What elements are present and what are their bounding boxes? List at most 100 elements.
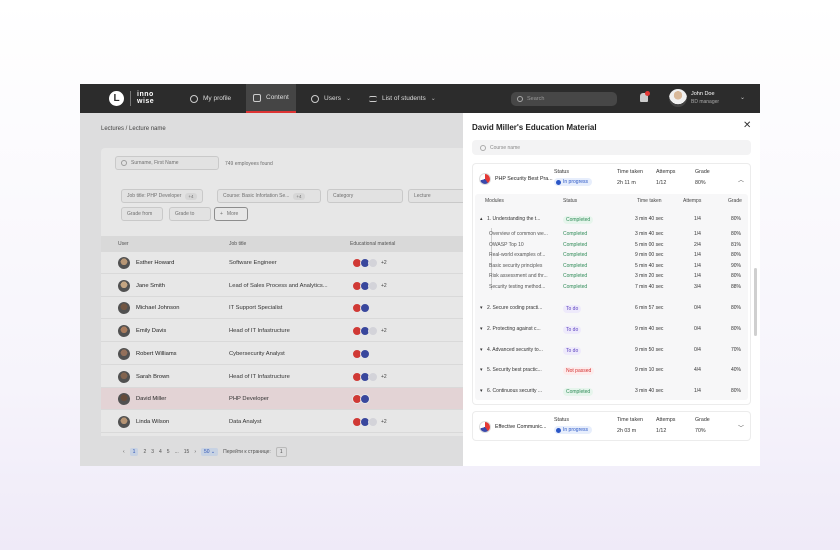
job-title-cell: Head of IT Infastructure [229, 328, 290, 335]
chevron-down-icon[interactable]: ▾ [480, 387, 483, 394]
lesson-row[interactable]: Real-world examples of... Completed 9 min … [475, 252, 748, 262]
chevron-down-icon[interactable]: ▾ [480, 305, 483, 311]
material-icons[interactable] [352, 394, 373, 405]
avatar[interactable] [669, 89, 687, 107]
chevron-down-icon[interactable]: ⌄ [740, 95, 746, 101]
goto-page-input[interactable]: 1 [275, 447, 287, 457]
lesson-row[interactable]: Risk assessment and thr... Completed 3 min… [475, 273, 748, 283]
table-row[interactable]: Jane Smith Lead of Sales Process and Anal… [101, 275, 571, 297]
page-1[interactable]: 1 [129, 448, 139, 456]
global-search-input[interactable]: Search [511, 92, 617, 106]
progress-dot-icon [556, 179, 561, 185]
nav-list-of-students[interactable]: List of students ⌄ [369, 84, 436, 113]
grade-to-input[interactable]: Grade to [169, 207, 211, 221]
course-search-input[interactable]: Course name [472, 140, 751, 155]
module-row[interactable]: ▾ 2. Secure coding practi... To do 6 min 57… [475, 305, 748, 315]
page-5[interactable]: 5 [166, 449, 170, 455]
material-icons[interactable]: +2 [352, 258, 387, 268]
module-row[interactable]: ▾ 6. Continuous security ... Completed 3 mi… [475, 387, 748, 398]
user-search-input[interactable]: Surname, First Name [115, 156, 219, 170]
top-navigation: L inno wise My profile Content Users ⌄ L… [80, 84, 760, 113]
material-icons[interactable] [352, 303, 373, 314]
grade-label: Grade [695, 417, 710, 423]
module-name: 2. Protecting against c... [487, 326, 541, 332]
grade-from-input[interactable]: Grade from [121, 207, 163, 221]
module-attempts: 0/4 [694, 305, 701, 311]
module-row[interactable]: ▾ 2. Protecting against c... To do 9 min 40… [475, 326, 748, 336]
material-icons[interactable]: +2 [352, 280, 387, 291]
material-icons[interactable] [352, 348, 373, 359]
category-filter[interactable]: Category [327, 189, 403, 203]
page-15[interactable]: 15 [183, 449, 190, 455]
bell-icon[interactable] [640, 93, 648, 102]
chevron-down-icon[interactable]: ▾ [480, 367, 483, 373]
lesson-row[interactable]: Basic security principles Completed 5 min … [475, 263, 748, 273]
modal-overlay[interactable] [80, 113, 463, 466]
user-name-cell: Linda Wilson [136, 418, 170, 425]
page-4[interactable]: 4 [159, 449, 162, 455]
course-name: Effective Communic... [495, 424, 547, 430]
close-icon[interactable]: ✕ [743, 120, 752, 131]
course-header[interactable]: PHP Security Best Pra... Status In progr… [473, 164, 750, 194]
chevron-down-icon[interactable]: ▾ [480, 346, 483, 353]
logo-divider [130, 91, 131, 106]
table-row[interactable]: Robert Williams Cybersecurity Analyst [101, 343, 571, 365]
table-row[interactable]: Michael Johnson IT Support Specialist [101, 297, 571, 320]
goto-page-label: Перейти к странице: [223, 449, 271, 455]
header-job-title: Job title [229, 241, 247, 247]
per-page-select[interactable]: 50 ⌄ [200, 448, 219, 456]
module-row[interactable]: ▾ 4. Advanced security to... To do 9 min 50… [475, 346, 748, 357]
chevron-up-icon[interactable]: ▴ [480, 216, 483, 222]
page-3[interactable]: 3 [151, 449, 155, 455]
material-extra-count: +2 [381, 282, 387, 289]
module-time: 3 min 40 sec [635, 231, 664, 237]
table-row[interactable]: Emily Davis Head of IT Infastructure +2 [101, 320, 571, 343]
job-title-filter[interactable]: Job title: PHP Developer +4 [121, 189, 203, 203]
page-ellipsis: ... [174, 449, 179, 455]
module-grade: 80% [731, 231, 742, 237]
nav-content[interactable]: Content [246, 84, 296, 113]
module-time: 3 min 40 sec [635, 216, 664, 222]
course-filter[interactable]: Course: Basic Infortation Se... +4 [217, 189, 321, 203]
breadcrumb: Lectures / Lecture name [101, 126, 166, 132]
lesson-row[interactable]: Security testing method... Completed 7 min… [475, 284, 748, 294]
course-header[interactable]: Effective Communic... Status In progress… [473, 412, 750, 442]
nav-users[interactable]: Users ⌄ [311, 84, 351, 113]
table-row[interactable]: Sarah Brown Head of IT Infastructure +2 [101, 366, 571, 388]
lesson-row[interactable]: Overview of common we... Completed 3 min 4… [475, 231, 748, 241]
table-row[interactable]: Esther Howard Software Engineer +2 [101, 252, 571, 274]
lesson-row[interactable]: OWASP Top 10 Completed 5 min 00 sec 2/4 81% [475, 242, 748, 252]
prev-page-icon[interactable]: ‹ [123, 449, 125, 455]
course-icon [360, 348, 370, 359]
modules-table: Modules Status Time taken Attemps Grade … [475, 194, 748, 400]
module-grade: 80% [731, 216, 742, 222]
module-row[interactable]: ▴ 1. Understanding the t... Completed 3 min… [475, 216, 748, 226]
job-title-filter-label: Job title: PHP Developer [127, 193, 182, 199]
table-row[interactable]: Linda Wilson Data Analyst +2 [101, 411, 571, 433]
module-name: 4. Advanced security to... [487, 346, 543, 353]
course-card[interactable]: Effective Communic... Status In progress… [472, 411, 751, 441]
material-icons[interactable]: +2 [352, 371, 387, 382]
module-time: 6 min 57 sec [635, 305, 664, 311]
table-row[interactable]: David Miller PHP Developer [101, 388, 571, 411]
user-name-cell: Michael Johnson [136, 305, 180, 312]
nav-my-profile[interactable]: My profile [190, 84, 231, 113]
chevron-up-icon[interactable]: ︿ [738, 178, 745, 184]
attempts-value: 1/12 [656, 180, 667, 186]
module-name: Security testing method... [489, 283, 546, 290]
scrollbar[interactable] [754, 268, 757, 336]
user-role: BD manager [691, 99, 720, 105]
more-filters-button[interactable]: + More [214, 207, 248, 221]
chevron-down-icon[interactable]: ▾ [480, 326, 483, 332]
course-icon [368, 258, 378, 268]
page-2[interactable]: 2 [143, 449, 147, 455]
nav-my-profile-label: My profile [203, 95, 232, 102]
module-row[interactable]: ▾ 5. Security best practic... Not passed 9 … [475, 367, 748, 377]
material-icons[interactable]: +2 [352, 326, 387, 337]
material-icons[interactable]: +2 [352, 416, 387, 427]
list-icon [369, 95, 377, 102]
module-grade: 88% [731, 283, 742, 290]
next-page-icon[interactable]: › [194, 449, 196, 455]
nav-list-label: List of students [382, 95, 426, 102]
chevron-down-icon[interactable]: ﹀ [738, 426, 745, 432]
